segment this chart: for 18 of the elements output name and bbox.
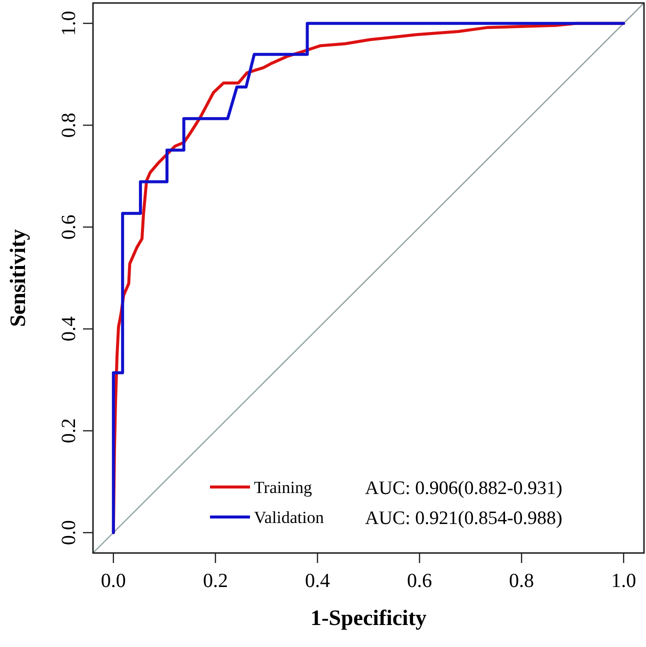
annotation: AUC: 0.906(0.882-0.931) (365, 478, 562, 499)
legend-label: Validation (254, 508, 324, 527)
y-tick-label: 1.0 (58, 10, 80, 36)
y-tick-label: 0.2 (58, 418, 80, 444)
x-tick-label: 0.6 (407, 570, 432, 592)
x-tick-label: 0.4 (304, 570, 330, 592)
legend-label: Training (254, 478, 312, 497)
y-tick-label: 0.6 (58, 214, 80, 240)
y-tick-label: 0.4 (58, 316, 80, 342)
y-axis-title: Sensitivity (5, 229, 30, 327)
y-tick-label: 0.0 (58, 520, 80, 546)
x-tick-label: 0.0 (100, 570, 126, 592)
annotation: AUC: 0.921(0.854-0.988) (365, 508, 562, 529)
x-axis-title: 1-Specificity (310, 605, 427, 630)
x-tick-label: 0.8 (509, 570, 534, 592)
y-tick-label: 0.8 (58, 112, 80, 138)
x-tick-label: 0.2 (202, 570, 228, 592)
x-tick-label: 1.0 (611, 570, 636, 592)
